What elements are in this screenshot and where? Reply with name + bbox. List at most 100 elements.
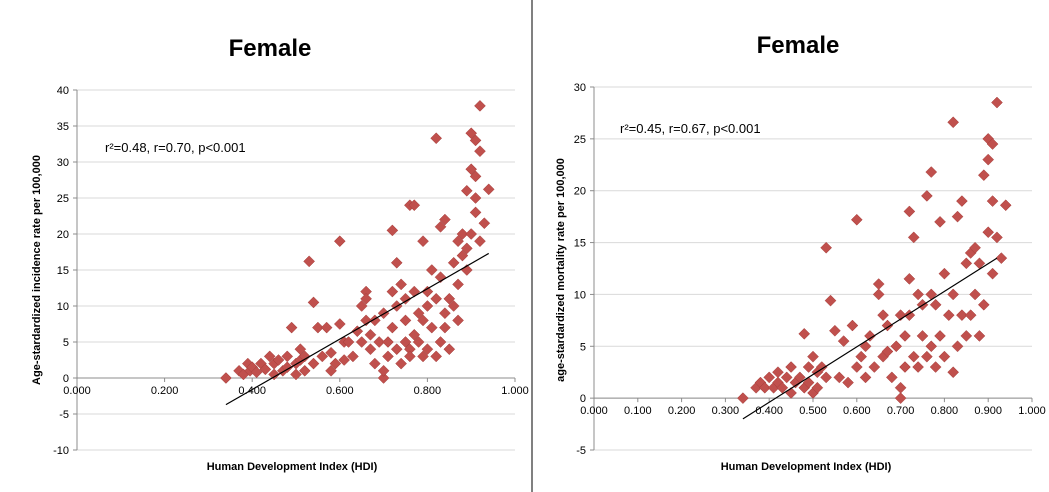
data-point <box>281 361 294 374</box>
x-tick-label: 1.000 <box>501 385 529 397</box>
data-point <box>859 340 872 353</box>
data-point <box>899 361 911 373</box>
data-point <box>999 199 1012 212</box>
data-point <box>798 327 811 340</box>
data-point <box>820 371 832 384</box>
data-point <box>469 192 482 204</box>
data-point <box>421 285 434 298</box>
data-point <box>837 335 850 347</box>
data-point <box>382 350 394 363</box>
data-point <box>925 166 938 178</box>
x-tick-label: 0.000 <box>63 385 91 397</box>
data-point <box>386 224 399 237</box>
data-point <box>259 363 272 376</box>
data-point <box>929 361 942 373</box>
data-point <box>846 319 859 332</box>
data-point <box>859 371 872 384</box>
data-point <box>785 361 797 373</box>
data-point <box>482 183 495 196</box>
data-point <box>807 350 819 363</box>
data-point <box>452 314 464 327</box>
data-point <box>973 330 986 342</box>
data-point <box>439 213 451 226</box>
data-point <box>951 210 964 223</box>
data-point <box>360 314 372 327</box>
data-point <box>421 300 434 312</box>
data-point <box>268 368 280 381</box>
data-point <box>342 336 355 348</box>
data-point <box>390 256 403 269</box>
data-point <box>772 366 784 379</box>
data-point <box>412 336 425 348</box>
data-point <box>447 300 460 312</box>
data-point <box>947 288 960 301</box>
data-point <box>960 257 973 270</box>
y-tick-label: -5 <box>59 409 69 421</box>
data-point <box>916 330 929 342</box>
data-point <box>307 296 320 309</box>
data-point <box>802 376 815 389</box>
data-point <box>347 350 359 363</box>
x-tick-label: 0.500 <box>799 405 827 417</box>
x-axis-label: Human Development Index (HDI) <box>207 461 378 473</box>
data-point <box>404 350 416 363</box>
data-point <box>443 343 456 356</box>
data-point <box>360 292 372 305</box>
data-point <box>921 190 933 202</box>
x-tick-label: 0.200 <box>668 405 696 417</box>
data-point <box>947 366 960 379</box>
x-tick-label: 0.600 <box>326 385 354 397</box>
data-point <box>802 361 815 373</box>
data-point <box>263 350 276 363</box>
data-point <box>465 228 478 240</box>
data-point <box>425 321 438 334</box>
data-point <box>885 371 898 384</box>
data-point <box>872 288 885 301</box>
data-point <box>312 321 324 334</box>
data-point <box>956 309 968 322</box>
data-point <box>872 278 885 290</box>
data-point <box>850 361 863 373</box>
data-point <box>921 350 933 363</box>
data-point <box>474 145 486 158</box>
data-point <box>912 361 924 373</box>
data-point <box>298 350 311 363</box>
data-point <box>377 364 390 377</box>
data-point <box>285 321 298 334</box>
y-tick-label: 15 <box>57 265 69 277</box>
data-point <box>395 357 407 370</box>
data-point <box>465 163 478 176</box>
y-tick-label: 25 <box>574 134 586 146</box>
data-point <box>824 294 837 307</box>
x-tick-label: 0.800 <box>414 385 442 397</box>
data-point <box>890 340 903 353</box>
data-point <box>815 361 828 373</box>
x-tick-label: 0.900 <box>974 405 1002 417</box>
data-point <box>899 330 911 342</box>
data-point <box>290 368 302 381</box>
data-point <box>903 205 916 218</box>
y-tick-label: -5 <box>576 445 586 457</box>
data-point <box>991 96 1003 109</box>
data-point <box>220 372 232 384</box>
data-point <box>474 235 486 248</box>
data-point <box>934 330 946 342</box>
data-point <box>977 169 990 182</box>
scatter-chart-mortality: -5 0 5 10 15 20 25 30 0.000 0.100 0.200 0.300 0.400 0… <box>555 32 1046 473</box>
data-point <box>986 195 999 207</box>
data-point <box>469 170 482 183</box>
data-point <box>434 336 447 348</box>
x-tick-label: 0.000 <box>580 405 608 417</box>
data-point <box>355 300 368 312</box>
data-point <box>934 215 946 228</box>
data-point <box>386 321 399 334</box>
data-point <box>439 321 451 334</box>
data-point <box>452 278 464 291</box>
data-point <box>811 381 824 394</box>
data-point <box>894 381 907 394</box>
data-point <box>780 371 793 384</box>
data-point <box>925 340 938 353</box>
y-axis-label: age-stardardized mortality rate per 100,… <box>555 158 567 382</box>
x-tick-label: 0.700 <box>887 405 915 417</box>
